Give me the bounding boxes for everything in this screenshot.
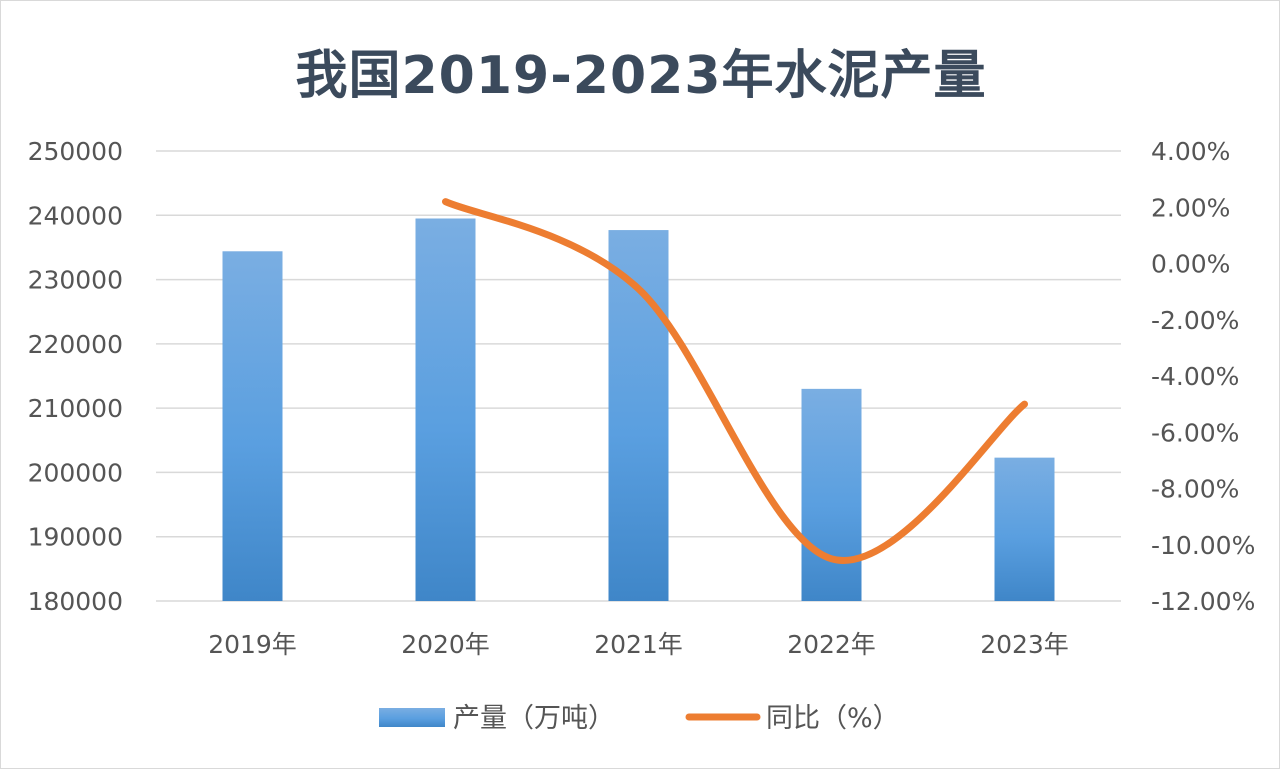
y-right-tick-label: 2.00% xyxy=(1151,193,1230,222)
y-right-tick-label: -10.00% xyxy=(1151,531,1255,560)
y-left-tick-label: 210000 xyxy=(28,394,123,423)
y-right-tick-label: -6.00% xyxy=(1151,418,1239,447)
y-left-tick-label: 220000 xyxy=(28,330,123,359)
y-left-tick-label: 180000 xyxy=(28,587,123,616)
yoy-line xyxy=(442,198,1028,565)
x-tick-label: 2019年 xyxy=(208,630,297,659)
x-axis-ticks: 2019年 2020年 2021年 2022年 2023年 xyxy=(208,630,1069,659)
y-left-tick-label: 200000 xyxy=(28,458,123,487)
y-right-tick-label: 4.00% xyxy=(1151,137,1230,166)
x-tick-label: 2020年 xyxy=(401,630,490,659)
y-left-tick-label: 250000 xyxy=(28,137,123,166)
legend-label-bar: 产量（万吨） xyxy=(453,703,615,734)
y-left-tick-label: 240000 xyxy=(28,201,123,230)
y-right-tick-label: -2.00% xyxy=(1151,306,1239,335)
legend-swatch-bar xyxy=(379,708,445,727)
bar xyxy=(222,251,283,602)
legend-label-line: 同比（%） xyxy=(766,703,900,734)
x-tick-label: 2022年 xyxy=(787,630,876,659)
right-axis-ticks: -12.00% -10.00% -8.00% -6.00% -4.00% -2.00% 0.… xyxy=(1151,137,1255,616)
y-right-tick-label: -4.00% xyxy=(1151,362,1239,391)
y-left-tick-label: 190000 xyxy=(28,523,123,552)
y-right-tick-label: -12.00% xyxy=(1151,587,1255,616)
line-series xyxy=(442,198,1028,565)
bar xyxy=(801,388,862,601)
left-axis-ticks: 180000 190000 200000 210000 220000 230000 2400… xyxy=(28,137,123,616)
x-tick-label: 2021年 xyxy=(594,630,683,659)
legend: 产量（万吨） 同比（%） xyxy=(379,703,900,734)
bar-series xyxy=(222,218,1055,602)
bar xyxy=(415,218,476,601)
bar xyxy=(994,457,1055,601)
chart-title: 我国2019-2023年水泥产量 xyxy=(295,46,987,106)
x-tick-label: 2023年 xyxy=(980,630,1069,659)
y-right-tick-label: 0.00% xyxy=(1151,250,1230,279)
y-right-tick-label: -8.00% xyxy=(1151,475,1239,504)
y-left-tick-label: 230000 xyxy=(28,266,123,295)
